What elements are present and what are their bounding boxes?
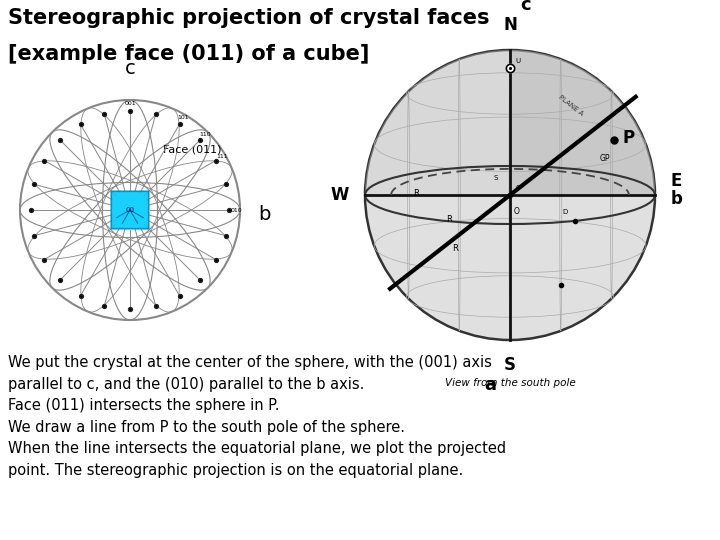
Text: b: b <box>671 190 683 208</box>
Text: a: a <box>484 376 496 394</box>
Text: R: R <box>452 244 458 253</box>
Text: 001: 001 <box>124 101 136 106</box>
Text: E: E <box>671 172 683 190</box>
FancyBboxPatch shape <box>112 191 149 229</box>
Text: N: N <box>503 16 517 34</box>
Circle shape <box>365 50 655 340</box>
Text: S: S <box>504 356 516 374</box>
Text: b: b <box>258 206 271 225</box>
Text: 010: 010 <box>231 207 243 213</box>
Text: [example face (011) of a cube]: [example face (011) of a cube] <box>8 44 369 64</box>
Text: GP: GP <box>599 154 610 163</box>
Text: We put the crystal at the center of the sphere, with the (001) axis
parallel to : We put the crystal at the center of the … <box>8 355 506 478</box>
Polygon shape <box>510 50 655 195</box>
Text: 101: 101 <box>178 115 189 120</box>
Polygon shape <box>365 50 510 195</box>
Text: Stereographic projection of crystal faces: Stereographic projection of crystal face… <box>8 8 490 28</box>
Text: O: O <box>514 207 520 216</box>
Text: S: S <box>493 174 498 180</box>
Text: R: R <box>413 189 419 198</box>
Text: PLANE A: PLANE A <box>557 93 585 117</box>
Text: 110: 110 <box>199 132 211 137</box>
Text: 0: 0 <box>515 185 520 191</box>
Text: 111: 111 <box>217 154 228 159</box>
Text: D: D <box>562 210 568 215</box>
Text: 00: 00 <box>125 207 135 213</box>
Text: W: W <box>330 186 349 204</box>
Text: Face (011): Face (011) <box>163 145 222 154</box>
Text: R: R <box>446 215 452 224</box>
Text: U: U <box>515 58 520 64</box>
Text: c: c <box>521 0 531 14</box>
Text: View from the south pole: View from the south pole <box>445 378 575 388</box>
Text: c: c <box>125 59 135 78</box>
Text: P: P <box>622 129 634 147</box>
